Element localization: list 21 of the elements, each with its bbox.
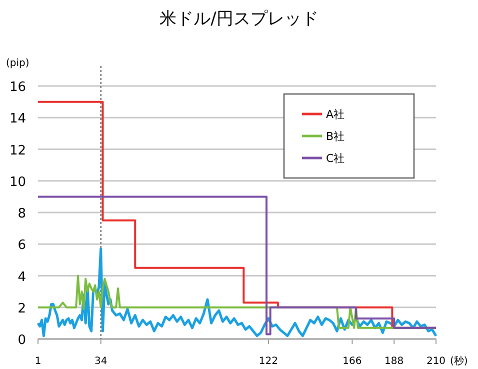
- y-axis-title: (pip): [6, 58, 30, 69]
- y-tick-label: 2: [18, 301, 26, 316]
- x-tick-label: 210: [426, 356, 446, 367]
- y-tick-label: 8: [18, 206, 26, 222]
- legend-label: C社: [326, 152, 345, 165]
- x-tick-label: 122: [258, 356, 278, 367]
- x-tick-label: 188: [384, 356, 404, 367]
- y-tick-label: 10: [9, 174, 26, 190]
- y-tick-label: 16: [9, 80, 26, 95]
- y-tick-label: 6: [18, 238, 26, 254]
- y-tick-label: 12: [9, 143, 26, 158]
- x-tick-label: 166: [342, 356, 362, 367]
- legend-label: B社: [326, 130, 345, 143]
- legend-label: A社: [326, 108, 345, 121]
- chart-title: 米ドル/円スプレッド: [160, 9, 318, 29]
- y-tick-label: 4: [18, 270, 26, 285]
- x-tick-label: 34: [94, 356, 108, 367]
- x-tick-label: 1: [34, 356, 42, 367]
- y-tick-label: 0: [18, 333, 26, 348]
- x-axis-title: (秒): [450, 355, 468, 367]
- y-tick-label: 14: [9, 112, 26, 127]
